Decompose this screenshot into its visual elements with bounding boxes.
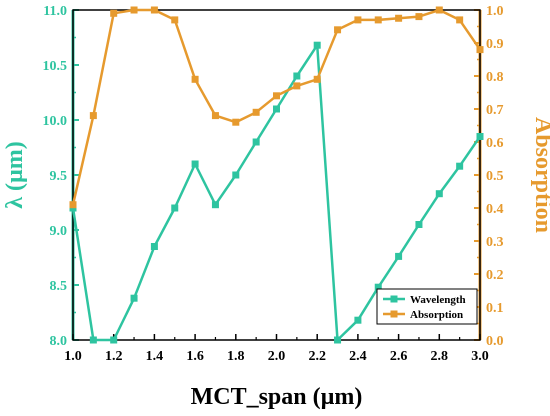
legend: Wavelength Absorption [376, 288, 478, 325]
data-point-absorption [89, 112, 97, 120]
y-tick-label-right: 0.4 [486, 202, 504, 217]
data-point-wavelength [130, 294, 138, 302]
data-point-absorption [435, 6, 443, 14]
right-axis: 0.0 0.1 0.2 0.3 0.4 0.5 0.6 0.7 0.8 0.9 1.0 [474, 4, 504, 349]
y-tick-label-right: 0.1 [486, 301, 504, 316]
data-point-wavelength [150, 243, 158, 250]
data-point-absorption [374, 16, 382, 24]
data-point-absorption [415, 13, 423, 21]
data-point-absorption [211, 112, 219, 120]
y-tick-label-left: 10.0 [43, 114, 68, 129]
y-tick-label-left: 10.5 [43, 59, 68, 74]
x-tick-label: 2.2 [308, 349, 326, 364]
data-point-wavelength [191, 160, 199, 168]
y-axis-right-title: Absorption [530, 117, 550, 233]
x-axis-title: MCT_span (µm) [191, 384, 363, 410]
data-point-wavelength [313, 41, 321, 49]
data-point-wavelength [232, 171, 240, 179]
bottom-axis: 1.0 1.2 1.4 1.6 1.8 2.0 2.2 2.4 2.6 2.8 3.0 [64, 334, 489, 364]
y-tick-label-left: 9.0 [50, 224, 68, 239]
data-point-absorption [232, 118, 240, 126]
data-point-wavelength [476, 133, 484, 140]
data-point-absorption [395, 14, 403, 22]
x-tick-label: 1.6 [186, 349, 204, 364]
data-point-wavelength [171, 204, 179, 212]
y-axis-left-title: λ (µm) [2, 141, 28, 209]
x-tick-label: 1.2 [105, 349, 123, 364]
data-point-wavelength [334, 336, 342, 344]
data-point-wavelength [415, 221, 423, 228]
x-tick-label: 1.0 [64, 349, 82, 364]
y-tick-label-right: 0.9 [486, 37, 504, 52]
data-point-absorption [273, 92, 280, 100]
data-point-absorption [313, 75, 321, 83]
data-point-absorption [191, 75, 199, 83]
y-tick-label-right: 1.0 [486, 4, 504, 19]
data-point-absorption [456, 16, 464, 24]
data-point-wavelength [374, 283, 382, 291]
y-tick-label-right: 0.5 [486, 169, 504, 184]
data-point-wavelength [293, 72, 301, 80]
data-point-wavelength [89, 336, 97, 344]
legend-label-wavelength: Wavelength [410, 294, 466, 306]
series-layer [69, 6, 484, 344]
data-point-wavelength [395, 252, 403, 260]
legend-label-absorption: Absorption [410, 309, 463, 321]
data-point-wavelength [435, 190, 443, 198]
data-point-wavelength [273, 105, 280, 113]
y-tick-label-right: 0.6 [486, 136, 504, 151]
data-point-absorption [252, 108, 260, 116]
data-point-wavelength [456, 162, 464, 170]
data-point-wavelength [354, 316, 362, 324]
y-tick-label-left: 11.0 [43, 4, 67, 19]
data-point-absorption [69, 201, 77, 209]
data-point-absorption [150, 6, 158, 14]
legend-box [376, 288, 478, 325]
data-point-wavelength [252, 138, 260, 146]
data-point-absorption [171, 16, 179, 24]
data-point-absorption [354, 16, 362, 24]
data-point-absorption [476, 46, 484, 54]
plot-frame [72, 9, 481, 341]
y-tick-label-right: 0.0 [486, 334, 504, 349]
x-tick-label: 1.8 [227, 349, 245, 364]
data-point-absorption [334, 26, 342, 34]
data-point-absorption [130, 6, 138, 14]
x-tick-label: 2.0 [268, 349, 286, 364]
legend-swatch-marker [390, 310, 398, 318]
y-tick-label-left: 8.0 [50, 334, 68, 349]
y-tick-label-right: 0.2 [486, 268, 504, 283]
y-tick-label-right: 0.3 [486, 235, 504, 250]
x-tick-label: 3.0 [471, 349, 489, 364]
x-tick-label: 2.4 [349, 349, 367, 364]
x-tick-label: 2.8 [431, 349, 449, 364]
legend-swatch-marker [390, 295, 398, 303]
y-tick-label-right: 0.8 [486, 70, 504, 85]
x-tick-label: 2.6 [390, 349, 408, 364]
x-tick-label: 1.4 [146, 349, 164, 364]
y-tick-label-left: 8.5 [50, 279, 68, 294]
data-point-wavelength [211, 201, 219, 209]
data-point-absorption [110, 9, 118, 17]
data-point-wavelength [110, 336, 118, 344]
y-tick-label-right: 0.7 [486, 103, 504, 118]
y-tick-label-left: 9.5 [50, 169, 68, 184]
data-point-absorption [293, 82, 301, 90]
